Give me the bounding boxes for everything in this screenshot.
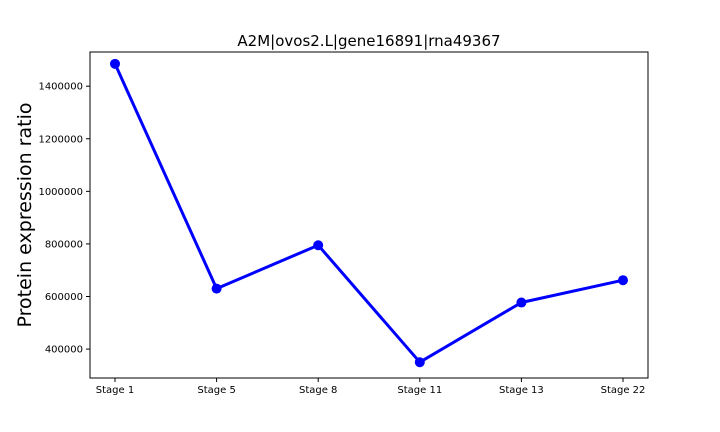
y-axis-label: Protein expression ratio xyxy=(14,103,36,328)
series-line xyxy=(113,62,625,364)
y-tick-label: 1200000 xyxy=(38,134,83,145)
x-tick-label: Stage 5 xyxy=(197,385,235,396)
y-tick-label: 1000000 xyxy=(38,187,83,198)
x-axis-ticks: Stage 1 Stage 5 Stage 8 Stage 11 Stage 13 Sta… xyxy=(96,378,646,396)
plot-area xyxy=(89,51,649,379)
x-tick-label: Stage 13 xyxy=(499,385,544,396)
y-axis-ticks: 400000 600000 800000 1000000 1200000 1400000 xyxy=(38,82,90,356)
data-point xyxy=(516,297,527,308)
data-point xyxy=(110,58,120,69)
x-tick-label: Stage 22 xyxy=(601,385,646,396)
data-point xyxy=(211,283,222,294)
y-tick-label: 400000 xyxy=(45,345,83,356)
chart-title: A2M|ovos2.L|gene16891|rna49367 xyxy=(237,32,500,50)
x-tick-label: Stage 11 xyxy=(397,385,442,396)
x-tick-label: Stage 1 xyxy=(96,385,134,396)
x-tick-label: Stage 8 xyxy=(299,385,337,396)
data-point xyxy=(414,357,425,368)
series-group xyxy=(110,58,628,368)
y-tick-label: 600000 xyxy=(45,292,83,303)
data-point xyxy=(618,275,628,286)
y-tick-label: 800000 xyxy=(45,239,83,250)
data-point xyxy=(313,240,324,251)
y-tick-label: 1400000 xyxy=(38,82,83,93)
